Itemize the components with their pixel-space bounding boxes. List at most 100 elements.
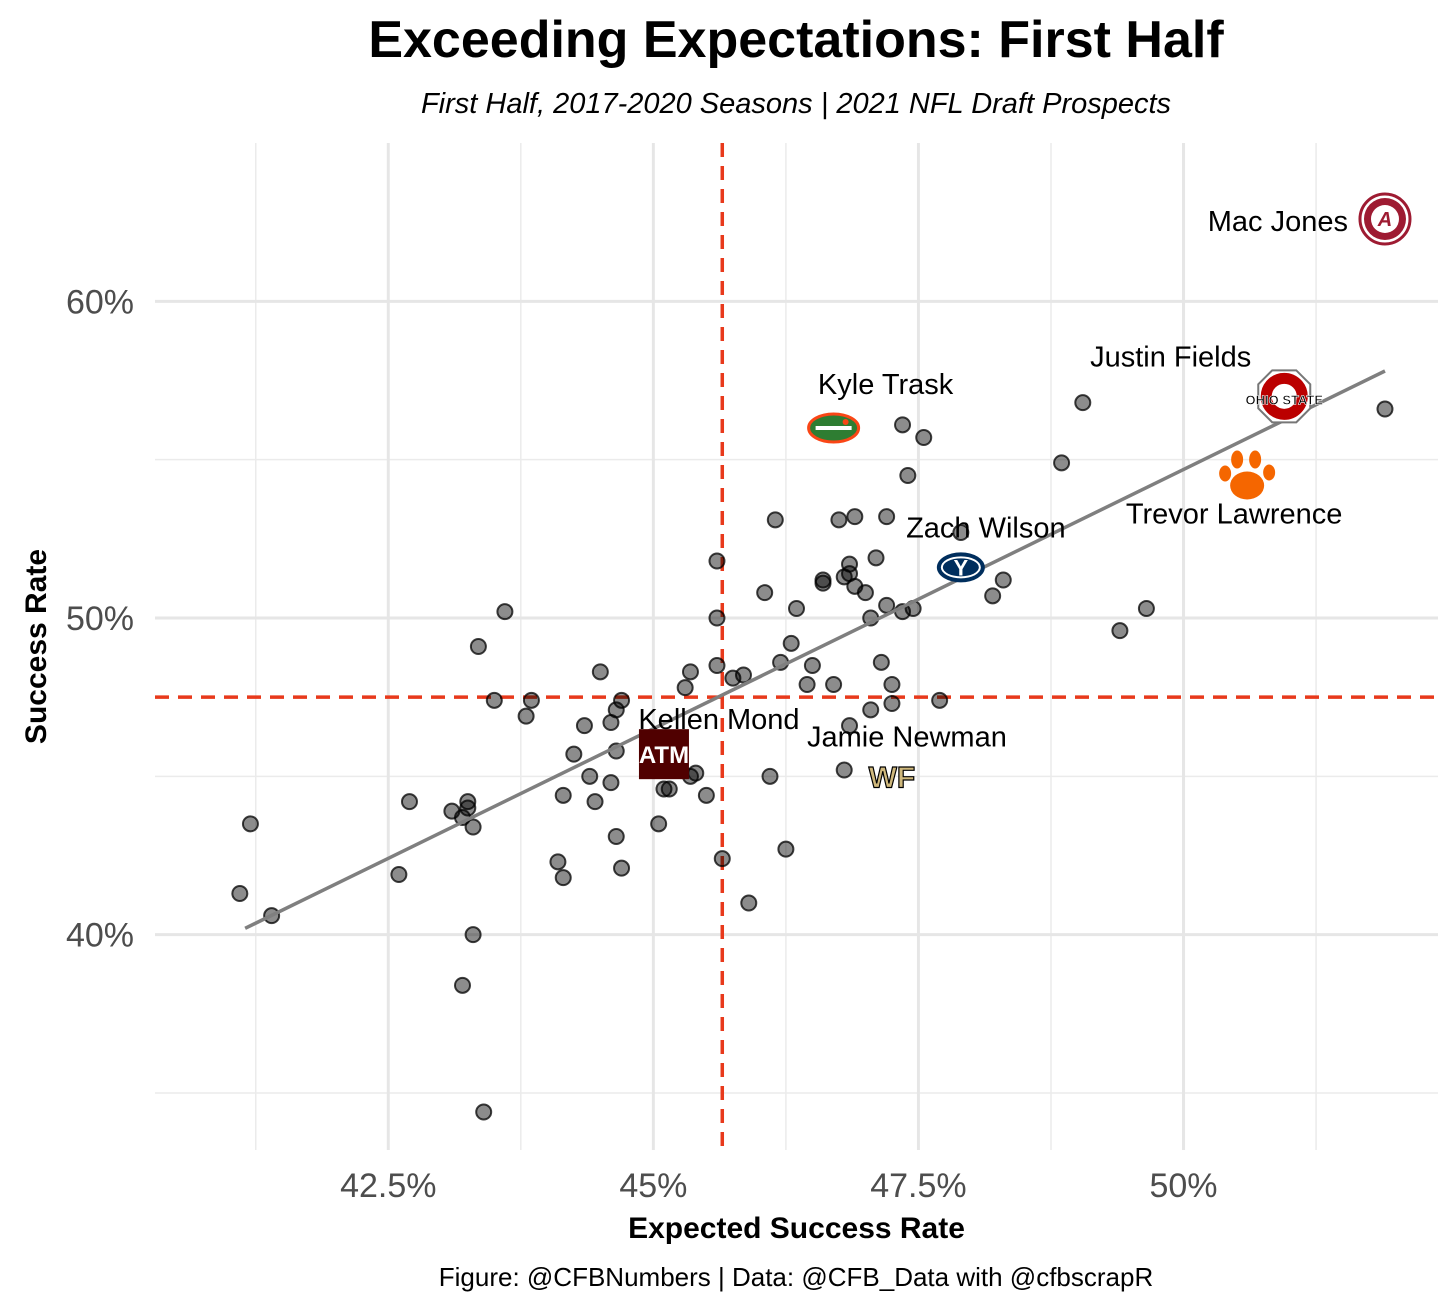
data-point	[1053, 454, 1071, 472]
data-point	[798, 676, 816, 693]
data-point	[878, 508, 896, 526]
data-point	[496, 603, 514, 621]
logo-center	[1370, 205, 1399, 233]
logo-paw-toe	[1249, 450, 1262, 469]
data-point	[915, 429, 933, 446]
data-point	[453, 976, 471, 994]
player-label: Trevor Lawrence	[1126, 499, 1343, 531]
y-axis-title: Success Rate	[20, 549, 53, 744]
data-point	[581, 767, 599, 785]
data-point	[676, 679, 694, 697]
data-point	[565, 745, 583, 763]
data-point	[602, 774, 620, 792]
data-point	[830, 511, 848, 529]
data-point	[613, 691, 631, 709]
x-tick-label: 42.5%	[340, 1167, 436, 1205]
data-point	[814, 574, 832, 592]
clemson-logo	[1219, 450, 1276, 500]
data-point	[613, 859, 631, 877]
data-point	[883, 676, 901, 693]
reference-lines	[155, 143, 1438, 1150]
x-tick-label: 50%	[1149, 1167, 1217, 1205]
data-point	[835, 761, 853, 779]
data-point	[607, 701, 625, 719]
chart-title: Exceeding Expectations: First Half	[368, 11, 1224, 69]
data-point	[485, 691, 503, 709]
data-point	[464, 818, 482, 836]
logo-o	[1260, 372, 1308, 420]
texas-a-m-logo: ATM	[638, 729, 689, 780]
data-point	[1074, 394, 1092, 412]
player-label: Kyle Trask	[818, 369, 954, 401]
x-tick-label: 45%	[619, 1167, 687, 1205]
data-point	[846, 508, 864, 526]
chart-caption: Figure: @CFBNumbers | Data: @CFB_Data wi…	[438, 1262, 1154, 1292]
data-point	[459, 799, 477, 817]
data-point	[655, 780, 673, 798]
player-label: Justin Fields	[1090, 341, 1251, 373]
data-point	[899, 467, 917, 484]
data-point	[697, 786, 715, 804]
data-point	[475, 1103, 493, 1121]
alabama-logo: A	[1358, 192, 1412, 246]
player-label: Zach Wilson	[906, 512, 1066, 544]
logo-gator-eye	[842, 419, 849, 425]
data-point	[549, 853, 567, 871]
logo-wordmark: OHIO STATE	[1245, 392, 1323, 407]
data-point	[650, 815, 668, 833]
data-point	[994, 571, 1012, 589]
y-tick-label: 40%	[66, 917, 134, 955]
data-point	[740, 894, 758, 912]
chart-subtitle: First Half, 2017-2020 Seasons | 2021 NFL…	[420, 88, 1172, 120]
data-point	[469, 638, 487, 655]
logo-paw-toe	[1263, 464, 1276, 481]
data-point	[517, 707, 535, 725]
data-point	[872, 653, 890, 671]
florida-logo	[807, 412, 861, 444]
logo-paw-toe	[1219, 465, 1232, 482]
data-point	[687, 764, 705, 782]
data-point	[708, 609, 726, 627]
data-point	[862, 701, 880, 719]
trend-line-group	[244, 369, 1386, 930]
axis-ticks: 42.5% 45% 47.5% 50% 40% 50% 60%	[66, 283, 1218, 1205]
data-point	[1137, 600, 1155, 617]
logo-paw-toe	[1231, 450, 1244, 469]
logo-oval-core	[942, 558, 979, 577]
data-point	[734, 666, 752, 684]
data-point	[766, 511, 784, 529]
logo-letter: A	[1377, 209, 1392, 231]
player-label: Mac Jones	[1208, 206, 1348, 238]
data-point	[554, 869, 572, 887]
data-point	[241, 815, 259, 833]
data-point	[607, 828, 625, 845]
data-point	[803, 657, 821, 674]
y-tick-label: 50%	[66, 600, 134, 638]
data-point	[825, 676, 843, 693]
data-point	[231, 885, 249, 902]
data-point	[1111, 622, 1129, 640]
data-point	[883, 695, 901, 712]
data-point	[984, 587, 1002, 605]
player-label: Jamie Newman	[807, 721, 1007, 753]
data-point	[400, 793, 418, 811]
logo-square	[638, 729, 689, 780]
data-point	[867, 549, 885, 567]
wake-forest-logo: WF	[868, 761, 916, 795]
data-point	[522, 691, 540, 709]
highlighted-players: A Mac Jones OHIO STATE Justin Fields Trevor …	[638, 192, 1412, 795]
data-point	[894, 416, 912, 434]
data-point	[952, 524, 970, 541]
y-tick-label: 60%	[66, 283, 134, 321]
player-label: Kellen Mond	[638, 704, 799, 736]
data-point	[856, 584, 874, 602]
byu-logo: Y	[936, 552, 985, 583]
logo-gator-teeth	[815, 426, 852, 430]
data-point	[660, 780, 678, 798]
data-point	[841, 717, 859, 735]
ohio-state-logo: OHIO STATE	[1245, 369, 1324, 424]
logo-letter: Y	[954, 555, 969, 580]
data-points	[231, 394, 1394, 1121]
data-point	[586, 793, 604, 811]
